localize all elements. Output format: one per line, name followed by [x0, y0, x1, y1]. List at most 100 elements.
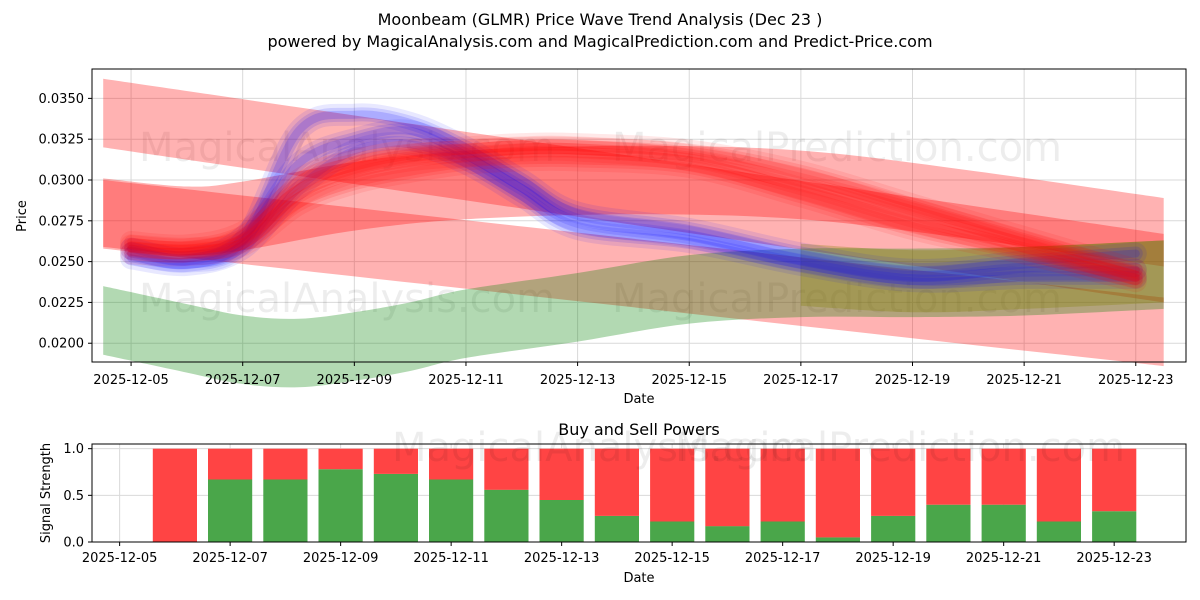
- price-wave-blue-2: [127, 139, 1140, 286]
- price-x-label: Date: [623, 392, 654, 407]
- buy-bar: [815, 537, 860, 542]
- price-wave-red-5: [124, 152, 1143, 289]
- price-wave-blue-0: [124, 107, 1143, 277]
- price-y-tick-label: 0.0325: [39, 133, 85, 148]
- buy-bar: [760, 521, 805, 542]
- buy-bar: [981, 504, 1026, 542]
- signal-x-tick-label: 2025-12-05: [82, 551, 158, 566]
- price-y-ticks: 0.0200 0.0225 0.0250 0.0275 0.0300 0.0325 0.03…: [39, 92, 92, 352]
- price-wave-blue-2: [124, 136, 1143, 289]
- buy-bar: [429, 479, 474, 542]
- price-bands: [103, 78, 1164, 388]
- signal-x-label: Date: [623, 571, 654, 586]
- chart-title: Moonbeam (GLMR) Price Wave Trend Analysi…: [377, 10, 823, 29]
- signal-y-tick-label: 1.0: [63, 442, 84, 457]
- buy-bar: [373, 473, 418, 542]
- price-x-tick-label: 2025-12-21: [986, 373, 1062, 388]
- price-wave-red-5: [127, 155, 1140, 286]
- price-x-tick-label: 2025-12-11: [428, 373, 504, 388]
- signal-y-label: Signal Strength: [39, 443, 54, 543]
- sell-bar: [429, 448, 474, 480]
- watermark-prediction-mid: MagicalPrediction.com: [612, 276, 1062, 322]
- buy-bar: [650, 521, 695, 542]
- price-wave-red-6: [127, 142, 1140, 279]
- price-wave-blue-2: [120, 132, 1147, 293]
- signal-x-tick-label: 2025-12-13: [524, 551, 600, 566]
- sell-bar: [263, 448, 308, 480]
- price-wave-red-6: [120, 135, 1147, 286]
- price-x-tick-label: 2025-12-15: [651, 373, 727, 388]
- watermark-analysis-mid: MagicalAnalysis.com: [139, 276, 555, 322]
- buy-bar: [1036, 521, 1081, 542]
- sell-bar: [594, 448, 639, 516]
- price-y-tick-label: 0.0250: [39, 255, 85, 270]
- signal-x-tick-label: 2025-12-11: [413, 551, 489, 566]
- sell-bar: [484, 448, 529, 490]
- price-grid: [92, 69, 1186, 362]
- buy-bar: [263, 479, 308, 542]
- price-x-tick-label: 2025-12-13: [540, 373, 616, 388]
- sell-bar: [815, 448, 860, 538]
- price-band-green-3: [103, 240, 1164, 388]
- buy-bar: [926, 504, 971, 542]
- price-wave-red-4: [124, 142, 1143, 285]
- sell-bar: [760, 448, 805, 522]
- price-wave-red-3: [124, 136, 1143, 277]
- watermark-bottom: MagicalAnalysis.com: [392, 425, 808, 471]
- price-y-tick-label: 0.0300: [39, 173, 85, 188]
- sell-bar: [981, 448, 1026, 505]
- sell-bar: [1092, 448, 1137, 512]
- signal-x-tick-label: 2025-12-15: [634, 551, 710, 566]
- signal-x-tick-label: 2025-12-17: [745, 551, 821, 566]
- signal-x-tick-label: 2025-12-23: [1076, 551, 1152, 566]
- signal-x-tick-label: 2025-12-07: [192, 551, 268, 566]
- watermark-prediction-top: MagicalPrediction.com: [612, 125, 1062, 171]
- sell-bar: [650, 448, 695, 522]
- sell-bar: [208, 448, 253, 480]
- buy-bar: [539, 500, 584, 542]
- signal-plot-frame: [91, 443, 1187, 543]
- signal-x-ticks: 2025-12-05 2025-12-07 2025-12-09 2025-12-11…: [82, 542, 1152, 566]
- sell-bar: [318, 448, 363, 470]
- sell-bar: [152, 448, 197, 542]
- price-x-tick-label: 2025-12-07: [205, 373, 281, 388]
- price-wave-red-5: [120, 148, 1147, 293]
- price-x-tick-label: 2025-12-09: [317, 373, 393, 388]
- watermark-analysis-top: MagicalAnalysis.com: [139, 125, 555, 171]
- price-x-tick-label: 2025-12-05: [93, 373, 169, 388]
- sell-bar: [871, 448, 916, 516]
- price-y-label: Price: [15, 200, 30, 232]
- price-x-ticks: 2025-12-05 2025-12-07 2025-12-09 2025-12-11…: [93, 362, 1174, 388]
- price-plot-frame: [91, 68, 1187, 363]
- price-x-tick-label: 2025-12-23: [1098, 373, 1174, 388]
- price-x-tick-label: 2025-12-19: [875, 373, 951, 388]
- price-band-red-0: [103, 78, 1164, 303]
- price-wave-red-3: [120, 132, 1147, 281]
- signal-x-tick-label: 2025-12-09: [303, 551, 379, 566]
- price-wave-blue-0: [120, 103, 1147, 281]
- chart-subtitle: powered by MagicalAnalysis.com and Magic…: [267, 32, 933, 51]
- buy-bar: [871, 515, 916, 542]
- signal-y-tick-label: 0.5: [63, 489, 84, 504]
- buy-bar: [1092, 511, 1137, 542]
- price-wave-red-4: [127, 145, 1140, 282]
- price-watermarks: MagicalAnalysis.com MagicalPrediction.co…: [139, 125, 1062, 322]
- signal-x-tick-label: 2025-12-21: [966, 551, 1042, 566]
- price-wave-blue-1: [127, 126, 1140, 283]
- signal-chart-title: Buy and Sell Powers: [558, 420, 720, 439]
- signal-bars: [152, 448, 1137, 542]
- price-wave-red-4: [120, 138, 1147, 289]
- buy-bar: [594, 515, 639, 542]
- sell-bar: [1036, 448, 1081, 522]
- price-y-tick-label: 0.0350: [39, 92, 85, 107]
- price-band-red-2: [103, 145, 1164, 267]
- price-band-red-1: [103, 180, 1164, 367]
- buy-bar: [208, 479, 253, 542]
- buy-bar: [318, 469, 363, 542]
- sell-bar: [373, 448, 418, 474]
- price-band-olive-4: [800, 240, 1164, 313]
- price-x-tick-label: 2025-12-17: [763, 373, 839, 388]
- price-wave-blue-0: [127, 110, 1140, 274]
